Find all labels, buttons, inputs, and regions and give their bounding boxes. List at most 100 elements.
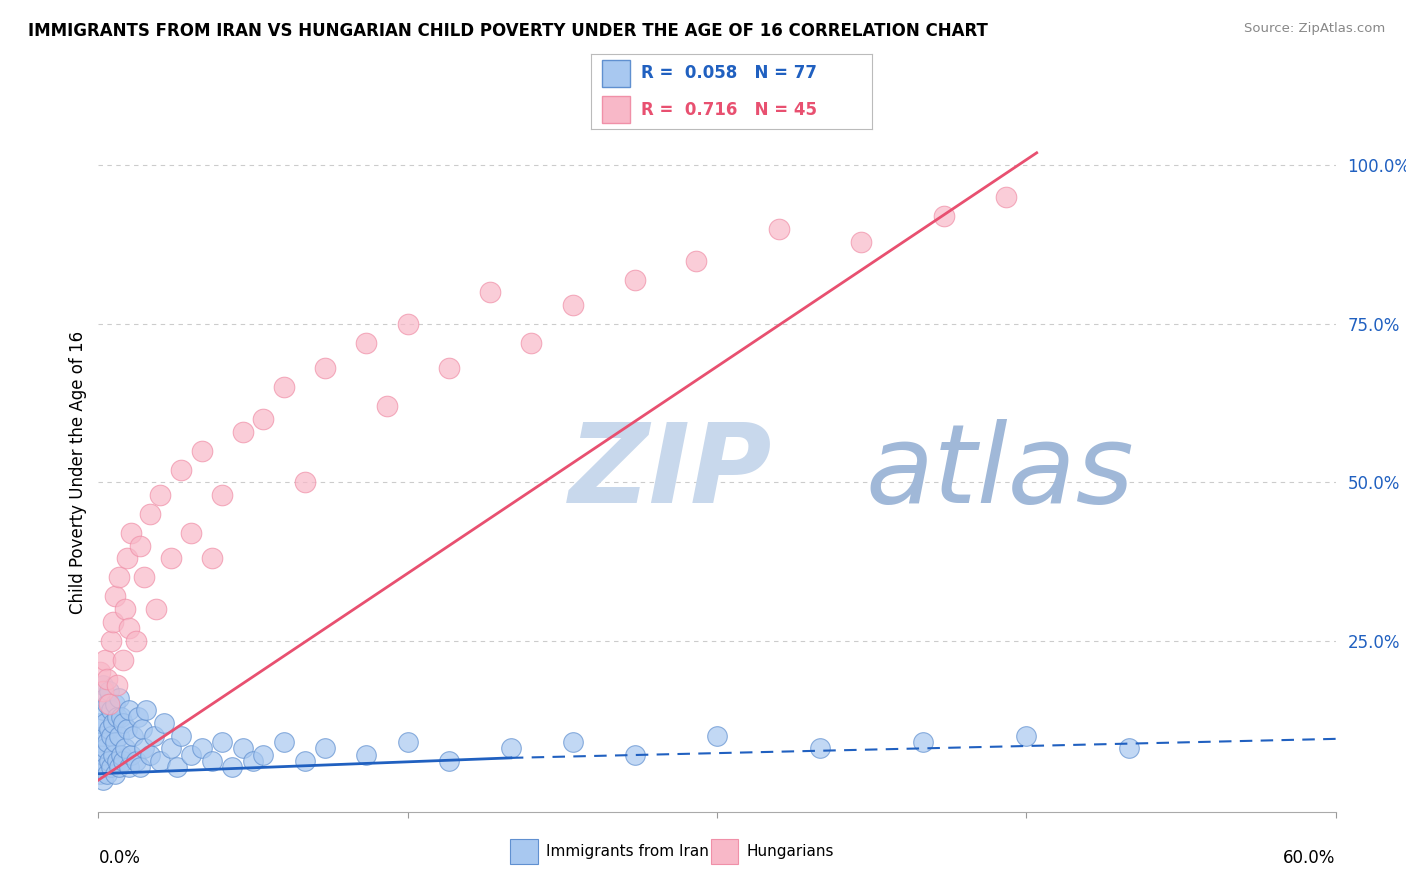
Point bbox=[396, 317, 419, 331]
Point bbox=[131, 723, 153, 737]
Point bbox=[479, 285, 502, 300]
Point bbox=[128, 760, 150, 774]
Point bbox=[112, 653, 135, 667]
Point bbox=[100, 729, 122, 743]
Point bbox=[356, 747, 378, 762]
Point bbox=[159, 741, 181, 756]
Point bbox=[100, 703, 122, 717]
Point bbox=[104, 697, 127, 711]
Point bbox=[117, 723, 139, 737]
Point bbox=[97, 684, 120, 698]
Point bbox=[139, 747, 162, 762]
Text: 0.0%: 0.0% bbox=[98, 849, 141, 867]
Point bbox=[124, 633, 146, 648]
Point bbox=[314, 361, 336, 376]
Point bbox=[96, 672, 118, 686]
Point bbox=[561, 298, 583, 312]
Point bbox=[96, 735, 118, 749]
Point bbox=[93, 741, 115, 756]
Point bbox=[89, 754, 111, 768]
Point bbox=[201, 551, 224, 566]
Point bbox=[114, 602, 136, 616]
Point bbox=[108, 570, 131, 584]
Point bbox=[124, 754, 146, 768]
Point bbox=[623, 272, 645, 286]
Bar bbox=[602, 96, 630, 123]
Point bbox=[132, 741, 155, 756]
Point bbox=[93, 716, 115, 731]
Point bbox=[91, 772, 114, 787]
Point bbox=[89, 665, 111, 680]
Point bbox=[211, 735, 233, 749]
Point bbox=[93, 690, 115, 705]
Point bbox=[1118, 741, 1140, 756]
Point bbox=[1015, 729, 1038, 743]
Point bbox=[314, 741, 336, 756]
Point bbox=[108, 760, 131, 774]
Point bbox=[232, 425, 254, 439]
Point bbox=[768, 222, 790, 236]
Point bbox=[437, 361, 460, 376]
Point bbox=[623, 747, 645, 762]
Text: Immigrants from Iran: Immigrants from Iran bbox=[546, 845, 709, 859]
Point bbox=[89, 716, 111, 731]
Point bbox=[294, 754, 316, 768]
Point bbox=[128, 539, 150, 553]
Point bbox=[96, 766, 118, 780]
Point bbox=[437, 754, 460, 768]
Point bbox=[190, 741, 212, 756]
Point bbox=[97, 723, 120, 737]
Point bbox=[135, 703, 157, 717]
Y-axis label: Child Poverty Under the Age of 16: Child Poverty Under the Age of 16 bbox=[69, 331, 87, 615]
Text: Source: ZipAtlas.com: Source: ZipAtlas.com bbox=[1244, 22, 1385, 36]
Point bbox=[118, 760, 141, 774]
Point bbox=[101, 716, 124, 731]
Point bbox=[105, 709, 128, 723]
Point bbox=[166, 760, 188, 774]
Point bbox=[104, 590, 127, 604]
Point bbox=[153, 716, 176, 731]
Point bbox=[211, 488, 233, 502]
Point bbox=[180, 525, 202, 540]
Point bbox=[706, 729, 728, 743]
Point bbox=[100, 633, 122, 648]
Bar bbox=[602, 60, 630, 87]
Point bbox=[180, 747, 202, 762]
Point bbox=[91, 684, 114, 698]
Point bbox=[273, 380, 295, 394]
Point bbox=[170, 462, 193, 476]
Text: Hungarians: Hungarians bbox=[747, 845, 834, 859]
Point bbox=[104, 766, 127, 780]
Point bbox=[118, 621, 141, 635]
Point bbox=[149, 754, 172, 768]
Point bbox=[100, 760, 122, 774]
Text: R =  0.058   N = 77: R = 0.058 N = 77 bbox=[641, 64, 817, 82]
Point bbox=[143, 729, 166, 743]
Point bbox=[561, 735, 583, 749]
Point bbox=[97, 697, 120, 711]
Point bbox=[112, 754, 135, 768]
Point bbox=[101, 747, 124, 762]
Text: IMMIGRANTS FROM IRAN VS HUNGARIAN CHILD POVERTY UNDER THE AGE OF 16 CORRELATION : IMMIGRANTS FROM IRAN VS HUNGARIAN CHILD … bbox=[28, 22, 988, 40]
Point bbox=[132, 570, 155, 584]
Point bbox=[91, 703, 114, 717]
Point bbox=[93, 760, 115, 774]
Point bbox=[201, 754, 224, 768]
Point bbox=[91, 747, 114, 762]
Text: atlas: atlas bbox=[866, 419, 1135, 526]
Point bbox=[685, 253, 707, 268]
Text: ZIP: ZIP bbox=[568, 419, 772, 526]
Point bbox=[120, 525, 142, 540]
Point bbox=[89, 766, 111, 780]
Point bbox=[851, 235, 873, 249]
Point bbox=[145, 602, 167, 616]
Point bbox=[932, 209, 955, 223]
Point bbox=[104, 735, 127, 749]
Point bbox=[808, 741, 831, 756]
Point bbox=[117, 551, 139, 566]
Point bbox=[149, 488, 172, 502]
Point bbox=[294, 475, 316, 490]
Point bbox=[118, 703, 141, 717]
Point bbox=[112, 716, 135, 731]
Point bbox=[127, 709, 149, 723]
